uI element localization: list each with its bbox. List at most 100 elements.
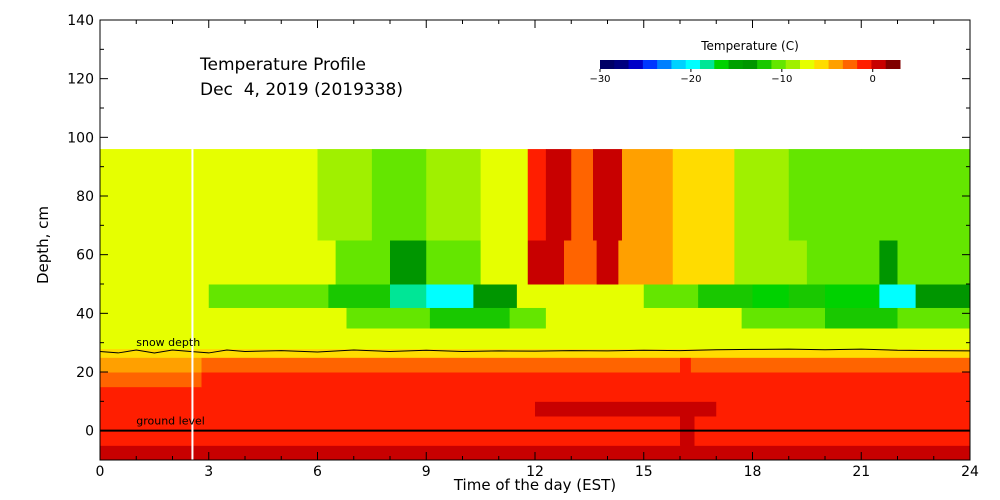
heatmap-cell-5-1 [201,372,971,388]
heatmap-cell-11-12 [806,240,880,285]
heatmap-cell-12-15 [897,149,971,241]
y-tick-label: 60 [76,248,94,264]
x-tick-label: 24 [961,464,979,480]
snow-depth-series [99,348,971,354]
y-tick-label: 120 [67,72,94,88]
heatmap-cell-1-2 [694,430,971,446]
heatmap-cell-11-11 [734,240,808,285]
heatmap-cell-6-1 [201,357,681,373]
heatmap-cell-10-10 [752,284,790,308]
heatmap-cell-12-1 [237,149,318,241]
colorbar-tick-label: −20 [680,74,701,85]
heatmap-cell-4-0 [100,386,971,402]
heatmap-cell-11-4 [426,240,482,285]
colorbar: Temperature (C) −30 −20 −10 0 [589,39,901,85]
colorbar-swatch [800,60,815,69]
colorbar-tick-label: 0 [870,74,876,85]
heatmap-cell-12-3 [371,149,427,241]
heatmap-cell-12-14 [861,149,898,241]
heatmap-cell-9-5 [741,307,826,329]
y-tick-label: 20 [76,365,94,381]
heatmap-cell-10-0 [100,284,210,308]
heatmap-cell-7-0 [100,348,971,358]
heatmap-cell-10-13 [879,284,917,308]
heatmap-cell-9-2 [429,307,511,329]
heatmap-cell-12-10 [622,149,674,241]
heatmap-cell-5-0 [100,372,202,388]
heatmap-cell-12-2 [317,149,373,241]
heatmap-cell-11-3 [390,240,427,285]
x-tick-label: 15 [635,464,653,480]
x-tick-label: 12 [526,464,544,480]
heatmap-cell-1-0 [100,430,681,446]
heatmap-cell-9-0 [100,307,347,329]
colorbar-swatch [728,60,744,69]
heatmap-cell-10-14 [915,284,971,308]
heatmap-cell-11-0 [100,240,228,285]
heatmap-cell-10-4 [426,284,474,308]
colorbar-swatch [600,60,615,69]
y-tick-label: 0 [85,424,94,440]
x-tick-label: 6 [313,464,322,480]
heatmap-cell-10-7 [571,284,645,308]
heatmap-cell-11-2 [335,240,391,285]
heatmap-cell-11-5 [480,240,529,285]
ground-level-annotation: ground level [136,415,205,428]
axes: 0 3 6 9 12 15 18 21 24 0 20 40 60 80 100 120 140 [67,13,979,480]
snow-depth-line [99,348,971,354]
heatmap-cell-1-1 [680,430,695,446]
heatmap-cell-9-4 [545,307,743,329]
x-tick-label: 3 [204,464,213,480]
snow-depth-annotation: snow depth [136,336,200,349]
heatmap-cell-11-8 [596,240,619,285]
heatmap-cell-3-0 [100,401,536,417]
heatmap-cell-3-1 [535,401,717,417]
y-axis-label: Depth, cm [34,206,52,284]
heatmap-cell-10-2 [328,284,391,308]
heatmap-cell-10-5 [473,284,518,308]
heatmap-cell-9-7 [897,307,971,329]
heatmap-cell-10-8 [643,284,699,308]
heatmap-cell-10-11 [788,284,826,308]
heatmap-cell-12-4 [426,149,482,241]
heatmap-cell-2-2 [694,416,971,432]
colorbar-swatch [814,60,830,69]
overlays: snow depth ground level [100,149,970,460]
heatmap-cell-12-7 [545,149,572,241]
colorbar-swatch [642,60,658,69]
heatmap-cell-9-3 [509,307,547,329]
colorbar-swatch [628,60,644,69]
chart-subtitle: Dec 4, 2019 (2019338) [200,80,403,100]
colorbar-swatch [742,60,758,69]
heatmap-cell-12-12 [734,149,790,241]
heatmap-cell-6-2 [680,357,692,373]
heatmap-cell-2-0 [100,416,681,432]
colorbar-swatch [771,60,787,69]
heatmap-cell-9-1 [346,307,431,329]
heatmap-cell-2-1 [680,416,695,432]
colorbar-swatch [671,60,687,69]
heatmap-cell-6-0 [100,357,202,373]
x-tick-label: 9 [422,464,431,480]
chart-title: Temperature Profile [199,55,366,75]
heatmap-cell-11-10 [672,240,735,285]
colorbar-swatch [857,60,872,69]
colorbar-swatch [657,60,672,69]
colorbar-swatch [871,60,887,69]
y-tick-label: 80 [76,189,94,205]
y-tick-label: 40 [76,306,94,322]
colorbar-title: Temperature (C) [700,39,799,53]
heatmap-cell-11-6 [527,240,565,285]
y-tick-label: 100 [67,130,94,146]
heatmap-cell-11-7 [564,240,598,285]
colorbar-swatch [685,60,701,69]
heatmap-cell-8-0 [100,328,971,350]
heatmap-cell-12-11 [672,149,735,241]
heatmap-cell-10-1 [208,284,329,308]
heatmap-cell-12-0 [100,149,239,241]
colorbar-tick-label: −30 [589,74,610,85]
colorbar-swatch [885,60,901,69]
colorbar-swatch [757,60,772,69]
heatmap-cell-10-9 [698,284,753,308]
